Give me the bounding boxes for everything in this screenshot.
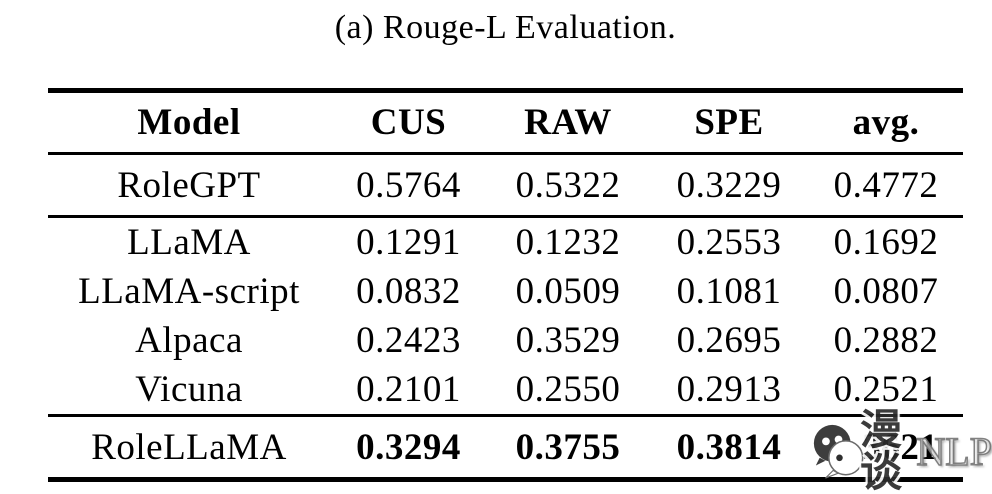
table-row-llama-script: LLaMA-script 0.0832 0.0509 0.1081 0.0807 [48, 267, 963, 316]
header-spe: SPE [649, 90, 809, 155]
avg-value: 0.1692 [833, 222, 939, 263]
model-name: LLaMA [127, 222, 251, 263]
spe-value: 0.2553 [676, 222, 782, 263]
raw-value: 0.3529 [515, 320, 621, 361]
raw-value: 0.1232 [515, 222, 621, 263]
header-raw: RAW [487, 90, 649, 155]
table-row-llama: LLaMA 0.1291 0.1232 0.2553 0.1692 [48, 217, 963, 268]
cus-value: 0.1291 [356, 222, 461, 263]
table-caption: (a) Rouge-L Evaluation. [334, 9, 677, 46]
avg-value: 0.4772 [809, 153, 963, 218]
cus-value: 0.2423 [356, 320, 461, 361]
model-name: RoleGPT [48, 153, 330, 218]
avg-value: 0.2882 [833, 320, 939, 361]
cus-value: 0.3294 [356, 426, 461, 468]
spe-value: 0.2695 [676, 320, 782, 361]
table-row-rolellama: RoleLLaMA 0.3294 0.3755 0.3814 0.3621 [48, 416, 963, 480]
cus-value: 0.5764 [330, 153, 487, 218]
header-model: Model [48, 90, 330, 155]
spe-value: 0.3814 [676, 426, 782, 468]
spe-value: 0.3229 [649, 153, 809, 218]
header-cus: CUS [330, 90, 487, 155]
model-name: Alpaca [135, 320, 243, 361]
model-name: LLaMA-script [78, 271, 300, 312]
spe-value: 0.2913 [649, 365, 809, 417]
avg-value: 0.0807 [833, 271, 939, 312]
table-row-alpaca: Alpaca 0.2423 0.3529 0.2695 0.2882 [48, 316, 963, 365]
spe-value: 0.1081 [676, 271, 782, 312]
raw-value: 0.5322 [487, 153, 649, 218]
avg-value: 0.2521 [809, 365, 963, 417]
results-table: Model CUS RAW SPE avg. RoleGPT 0.5764 0.… [48, 88, 963, 482]
cus-value: 0.0832 [356, 271, 461, 312]
cus-value: 0.2101 [330, 365, 487, 417]
table-row-rolegpt: RoleGPT 0.5764 0.5322 0.3229 0.4772 [48, 153, 963, 218]
raw-value: 0.0509 [515, 271, 621, 312]
table-row-vicuna: Vicuna 0.2101 0.2550 0.2913 0.2521 [48, 365, 963, 417]
header-avg: avg. [809, 90, 963, 155]
raw-value: 0.2550 [487, 365, 649, 417]
model-name: RoleLLaMA [91, 426, 287, 468]
raw-value: 0.3755 [515, 426, 621, 468]
avg-value: 0.3621 [833, 426, 939, 468]
model-name: Vicuna [48, 365, 330, 417]
header-row: Model CUS RAW SPE avg. [48, 90, 963, 155]
